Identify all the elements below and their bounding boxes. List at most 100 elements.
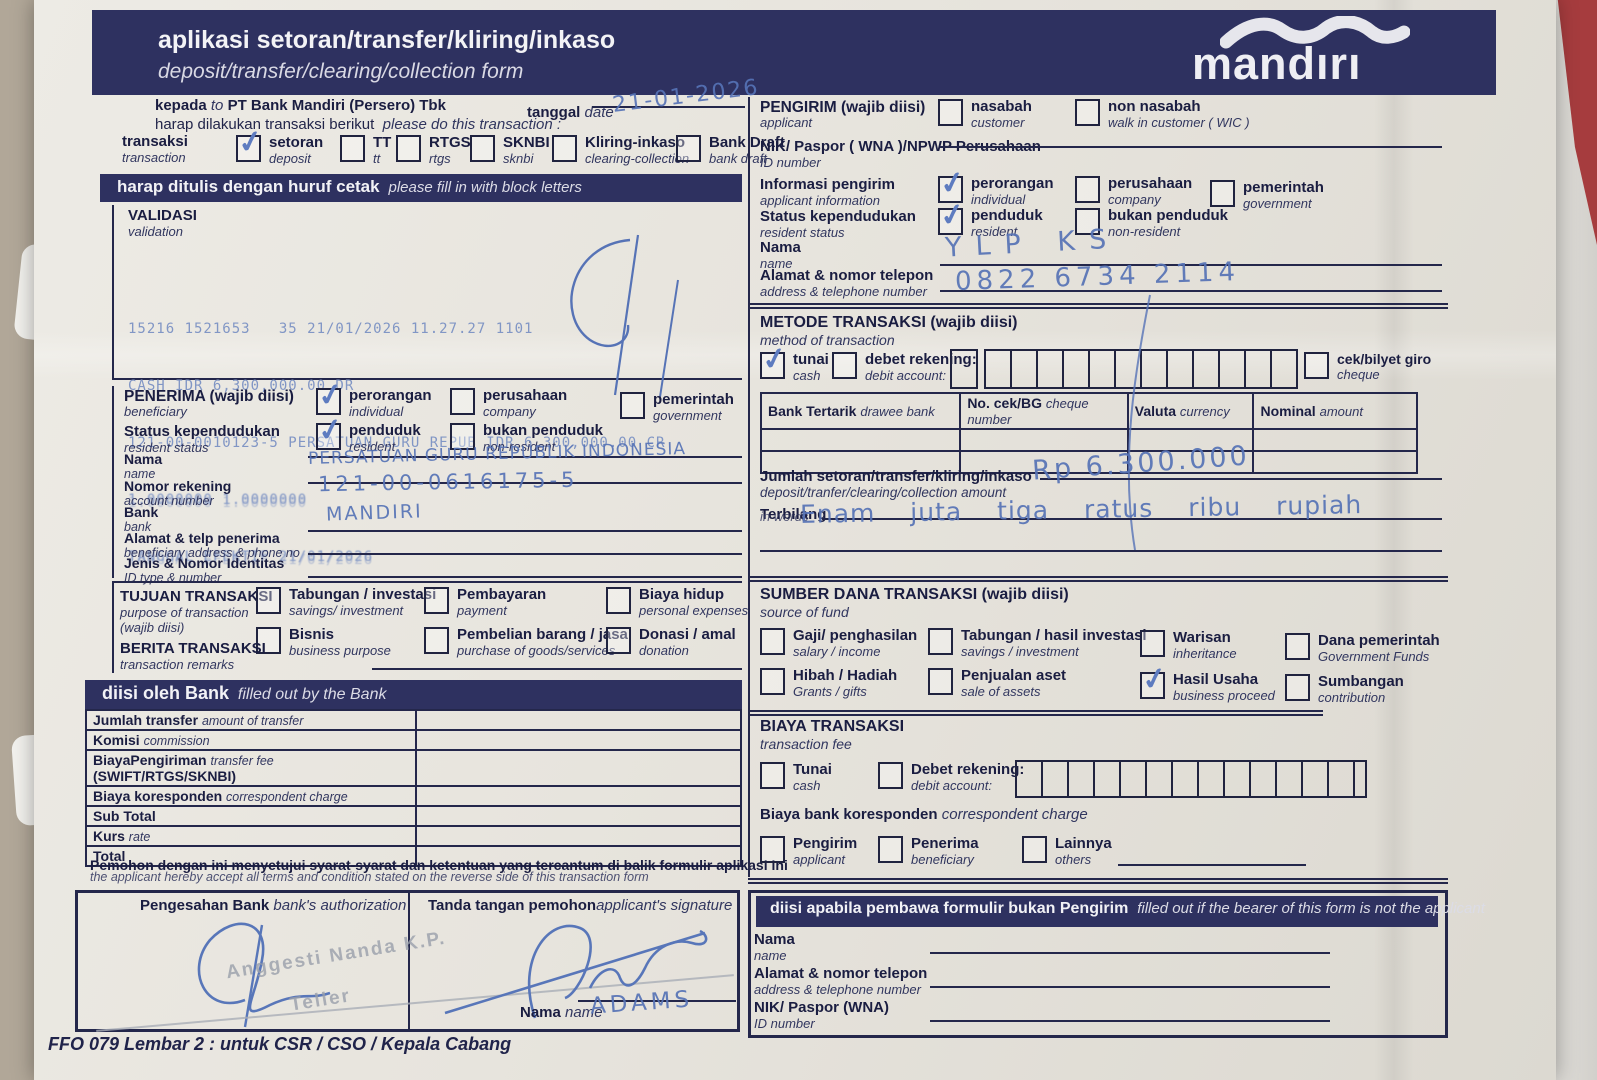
debet-account-digit-boxes (984, 349, 1298, 389)
sknbi-checkbox (470, 135, 495, 162)
penerima-rekening-label: Nomor rekening account number (124, 478, 232, 508)
penerima-bank-line (308, 530, 742, 532)
nasabah-checkbox (938, 99, 963, 126)
bank-authorization-header: Pengesahan Bank bank's authorization (140, 897, 407, 914)
checkbox-pengirim-bukan-penduduk: bukan penduduk non-resident (1075, 207, 1228, 238)
kliring-checkbox (552, 135, 577, 162)
agreement-text: Pemohon dengan ini menyetujui syarat-sya… (90, 857, 788, 884)
checkbox-pengirim-pemerintah: pemerintah government (1210, 179, 1324, 210)
penerima-nama-line (308, 456, 742, 458)
checkbox-tujuan-tabungan: Tabungan / investasi savings/ investment (256, 586, 436, 617)
checkbox-biaya-penerima: Penerima beneficiary (878, 835, 979, 866)
perusahaan-checkbox (450, 388, 475, 415)
debet-account-box (950, 349, 978, 389)
bukan-penduduk-checkbox (1075, 208, 1100, 235)
metode-title: METODE TRANSAKSI (wajib diisi) method of… (760, 314, 1018, 348)
checkbox-penerima-penduduk: ✓ penduduk resident (315, 412, 421, 454)
authorization-divider (408, 890, 410, 1032)
pengirim-nama-label: Nama name (760, 239, 801, 271)
biaya-debet-digit-boxes (1015, 760, 1367, 798)
pengirim-alamat-label: Alamat & nomor telepon address & telephon… (760, 267, 934, 299)
stamp-line: 1.0000000 1.0000000 (128, 492, 308, 508)
form-title: aplikasi setoran/transfer/kliring/inkaso (158, 26, 616, 54)
bearer-nik-line (930, 1020, 1330, 1022)
kepada-line: kepada to PT Bank Mandiri (Persero) Tbk (155, 97, 446, 114)
checkbox-metode-tunai: ✓ tunai cash (759, 341, 829, 383)
tabungan-investasi-checkbox (928, 628, 953, 655)
checkbox-sumber-tabungan: Tabungan / hasil investasi savings / inve… (928, 627, 1147, 658)
jumlah-label: Jumlah setoran/transfer/kliring/inkaso d… (760, 468, 1032, 500)
checkbox-tujuan-biaya-hidup: Biaya hidup personal expenses (606, 586, 748, 617)
tujuan-top-border (112, 581, 742, 583)
table-value-cell (415, 785, 742, 807)
instruction-line: harap dilakukan transaksi berikut please… (155, 116, 562, 133)
bearer-bar: diisi apabila pembawa formulir bukan Pen… (756, 896, 1485, 927)
bearer-alamat-label: Alamat & nomor telepon address & telephon… (754, 965, 928, 997)
checkbox-sknbi: SKNBI sknbi (470, 134, 550, 165)
pengirim-alamat-line (940, 290, 1442, 292)
table-row: Jumlah transfer amount of transfer (85, 709, 742, 731)
non-nasabah-checkbox (1075, 99, 1100, 126)
lainnya-line (1118, 864, 1306, 866)
bearer-box (748, 890, 1448, 1038)
table-value-cell (415, 805, 742, 827)
checkbox-metode-debet: debet rekening: debit account: (832, 351, 977, 382)
cek-checkbox (1304, 352, 1329, 379)
table-row: BiayaPengiriman transfer fee (SWIFT/RTGS… (85, 749, 742, 787)
table-row: Biaya koresponden correspondent charge (85, 785, 742, 807)
penduduk-checkbox: ✓ (937, 197, 968, 235)
penerima-status-label: Status kependudukan resident status (124, 423, 280, 455)
gaji-checkbox (760, 628, 785, 655)
mandiri-wave-icon (1220, 16, 1410, 49)
checkbox-setoran: ✓ setoran deposit (235, 124, 324, 166)
stamp-line: 121-00-0010123-5 PERSATUAN GURU REPUB ID… (128, 435, 666, 451)
pengirim-nik-label: NIK/ Paspor ( WNA )/NPWP Perusahaan ID nu… (760, 138, 1041, 170)
checkbox-penerima-bukan-penduduk: bukan penduduk non-resident (450, 422, 603, 453)
header-band: aplikasi setoran/transfer/kliring/inkaso… (92, 10, 1496, 95)
pengirim-title: PENGIRIM (wajib diisi) applicant (760, 99, 926, 131)
bearer-alamat-line (930, 986, 1330, 988)
perorangan-checkbox: ✓ (315, 377, 346, 415)
pengirim-nik-line (940, 146, 1442, 148)
checkbox-sumber-hibah: Hibah / Hadiah Grants / gifts (760, 667, 897, 698)
metode-top-divider (748, 303, 1448, 305)
checkbox-penerima-perorangan: ✓ perorangan individual (315, 377, 432, 419)
dana-pemerintah-checkbox (1285, 633, 1310, 660)
lainnya-checkbox (1022, 836, 1047, 863)
terbilang-line-1 (822, 518, 1442, 520)
checkbox-biaya-tunai: Tunai cash (760, 761, 832, 792)
penerima-nama-label: Nama name (124, 451, 163, 481)
bukan-penduduk-checkbox (450, 423, 475, 450)
sumber-top-divider (748, 576, 1448, 578)
terbilang-line-2 (760, 550, 1442, 552)
table-header-row: Bank Tertarik drawee bank No. cek/BG che… (759, 392, 1418, 430)
checkbox-biaya-pengirim: Pengirim applicant (760, 835, 857, 866)
biaya-top-divider (748, 710, 1323, 712)
checkbox-penerima-perusahaan: perusahaan company (450, 387, 567, 418)
table-value-cell (415, 709, 742, 731)
pengirim-info-label: Informasi pengirim applicant information (760, 176, 896, 208)
tanggal-line (592, 106, 745, 108)
validasi-left-border (112, 205, 114, 378)
tabungan-checkbox (256, 587, 281, 614)
hasil-usaha-checkbox: ✓ (1139, 661, 1170, 699)
pemerintah-checkbox (620, 392, 645, 419)
terbilang-label: Terbilang in words (760, 506, 827, 524)
applicant-nama-label: Nama name (520, 1004, 603, 1021)
column-divider (748, 97, 750, 877)
warisan-checkbox (1140, 630, 1165, 657)
rtgs-checkbox (396, 135, 421, 162)
tt-checkbox (340, 135, 365, 162)
debet-checkbox (832, 352, 857, 379)
donasi-checkbox (606, 627, 631, 654)
authorization-box (75, 890, 740, 1032)
checkbox-tujuan-bisnis: Bisnis business purpose (256, 626, 391, 657)
hibah-checkbox (760, 668, 785, 695)
table-row (759, 428, 1418, 452)
penerima-left-border (112, 386, 114, 578)
tunai-checkbox: ✓ (759, 341, 790, 379)
bearer-nik-label: NIK/ Paspor (WNA) ID number (754, 999, 889, 1031)
penerima-alamat-label: Alamat & telp penerima beneficiary addres… (124, 530, 300, 560)
table-row: Sub Total (85, 805, 742, 827)
